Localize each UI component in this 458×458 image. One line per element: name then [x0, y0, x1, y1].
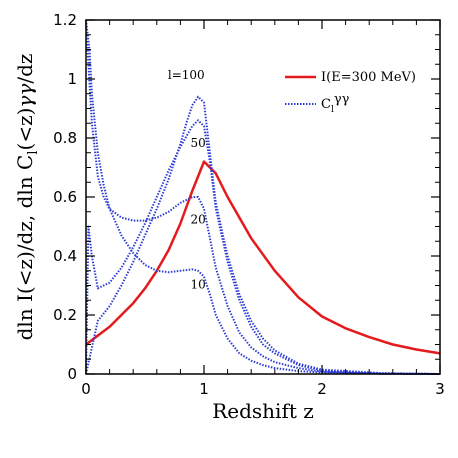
y-tick-label-4: 0.8	[53, 129, 77, 147]
x-axis-title: Redshift z	[212, 399, 314, 423]
series-line-2	[85, 119, 441, 375]
y-tick-label-0: 0	[67, 365, 77, 383]
series-line-4	[85, 19, 441, 375]
y-tick-label-3: 0.6	[53, 188, 77, 206]
curve-label-3: 10	[190, 277, 205, 291]
y-tick-label-1: 0.2	[53, 306, 77, 324]
y-tick-label-2: 0.4	[53, 247, 77, 265]
x-tick-label-2: 2	[317, 380, 327, 398]
series-line-3	[85, 19, 441, 375]
x-tick-label-3: 3	[435, 380, 445, 398]
series-line-1	[85, 95, 441, 375]
curve-label-0: l=100	[168, 68, 205, 82]
y-axis-title: dln I(<z)/dz, dln Cl(<z)γγ/dz	[13, 54, 41, 341]
y-tick-label-6: 1.2	[53, 11, 77, 29]
x-tick-label-1: 1	[199, 380, 209, 398]
curve-label-2: 20	[190, 213, 205, 227]
series-layer	[85, 19, 441, 375]
series-line-0	[85, 160, 441, 355]
legend: I(E=300 MeV) Clγγ	[285, 70, 416, 115]
legend-label-intensity: I(E=300 MeV)	[321, 70, 416, 85]
curve-label-1: 50	[190, 136, 205, 150]
x-tick-label-0: 0	[81, 380, 91, 398]
y-tick-label-5: 1	[67, 70, 77, 88]
ticks-layer: 0 1 2 3 0 0.2 0.4 0.6 0.8 1 1.2	[53, 11, 445, 398]
legend-label-cl: Clγγ	[321, 92, 350, 115]
annotations: l=100 50 20 10	[168, 68, 206, 291]
